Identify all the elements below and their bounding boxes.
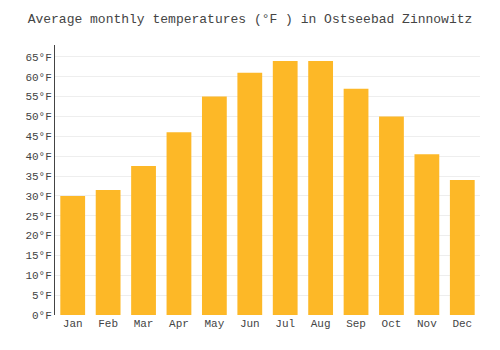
svg-text:60°F: 60°F [25, 72, 51, 84]
svg-text:0°F: 0°F [32, 310, 52, 322]
svg-text:Mar: Mar [134, 318, 154, 330]
svg-text:May: May [204, 318, 224, 330]
svg-text:Feb: Feb [98, 318, 118, 330]
svg-text:5°F: 5°F [32, 290, 52, 302]
svg-text:35°F: 35°F [25, 171, 51, 183]
svg-text:Oct: Oct [382, 318, 402, 330]
svg-text:25°F: 25°F [25, 211, 51, 223]
svg-text:65°F: 65°F [25, 52, 51, 64]
svg-text:15°F: 15°F [25, 250, 51, 262]
svg-text:Jun: Jun [240, 318, 260, 330]
svg-text:Aug: Aug [311, 318, 331, 330]
svg-text:Jan: Jan [63, 318, 83, 330]
svg-text:50°F: 50°F [25, 111, 51, 123]
svg-text:Sep: Sep [346, 318, 366, 330]
svg-text:Average monthly temperatures (: Average monthly temperatures (°F ) in Os… [28, 12, 473, 27]
svg-text:30°F: 30°F [25, 191, 51, 203]
svg-text:40°F: 40°F [25, 151, 51, 163]
svg-text:Jul: Jul [275, 318, 295, 330]
svg-text:55°F: 55°F [25, 91, 51, 103]
svg-text:10°F: 10°F [25, 270, 51, 282]
svg-text:Apr: Apr [169, 318, 189, 330]
svg-text:20°F: 20°F [25, 230, 51, 242]
svg-text:Dec: Dec [452, 318, 472, 330]
svg-text:45°F: 45°F [25, 131, 51, 143]
svg-text:Nov: Nov [417, 318, 437, 330]
